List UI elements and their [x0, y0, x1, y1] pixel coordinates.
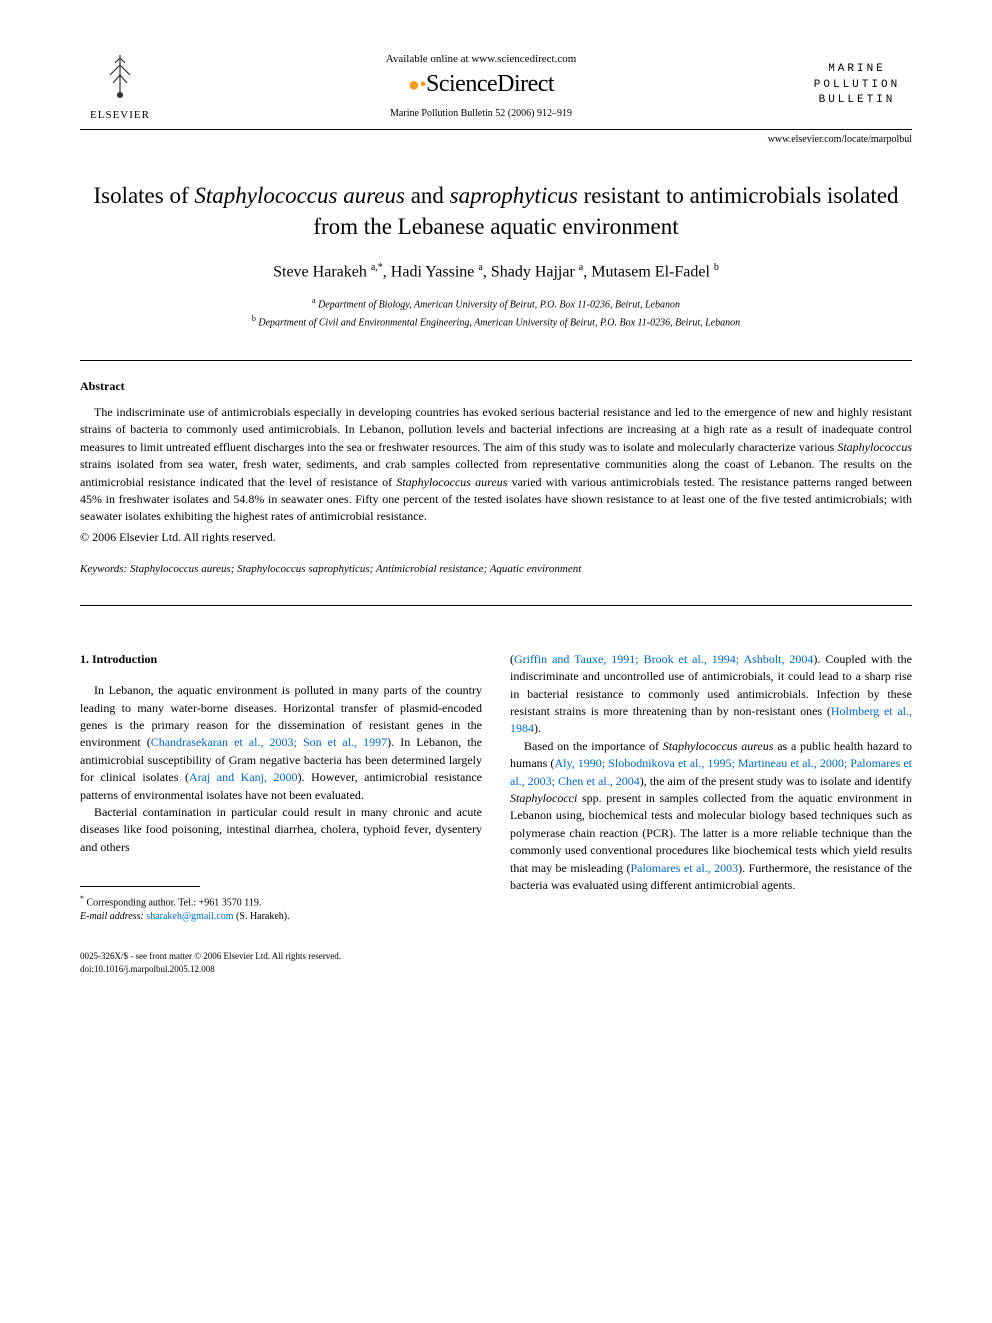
ref-palomares[interactable]: Palomares et al., 2003	[630, 861, 738, 875]
email-suffix: (S. Harakeh).	[234, 911, 290, 922]
affiliation-b: b Department of Civil and Environmental …	[80, 313, 912, 330]
author-1: Steve Harakeh	[273, 263, 371, 280]
intro-p1: In Lebanon, the aquatic environment is p…	[80, 682, 482, 804]
journal-logo-line3: BULLETIN	[802, 93, 912, 108]
email-address[interactable]: sharakeh@gmail.com	[146, 911, 233, 922]
center-header: Available online at www.sciencedirect.co…	[160, 53, 802, 119]
body-columns: 1. Introduction In Lebanon, the aquatic …	[80, 651, 912, 976]
keywords-line: Keywords: Staphylococcus aureus; Staphyl…	[80, 563, 912, 575]
title-mid1: and	[405, 183, 450, 208]
intro-header: 1. Introduction	[80, 651, 482, 668]
email-line: E-mail address: sharakeh@gmail.com (S. H…	[80, 910, 482, 924]
authors-line: Steve Harakeh a,*, Hadi Yassine a, Shady…	[80, 262, 912, 281]
bottom-meta: 0025-326X/$ - see front matter © 2006 El…	[80, 950, 482, 975]
ref-chandrasekaran[interactable]: Chandrasekaran et al., 2003; Son et al.,…	[151, 735, 387, 749]
affil-b-text: Department of Civil and Environmental En…	[256, 317, 740, 328]
c2p2-ital2: Staphylococci	[510, 791, 577, 805]
journal-url: www.elsevier.com/locate/marpolbul	[80, 134, 912, 145]
ref-araj[interactable]: Araj and Kanj, 2000	[189, 770, 298, 784]
title-species2: saprophyticus	[450, 183, 578, 208]
keyword-1: Staphylococcus aureus	[130, 563, 231, 575]
journal-header: ELSEVIER Available online at www.science…	[80, 50, 912, 121]
journal-logo-line1: MARINE	[802, 62, 912, 77]
affil-a-text: Department of Biology, American Universi…	[316, 300, 680, 311]
abstract-header: Abstract	[80, 379, 912, 394]
author-2: , Hadi Yassine	[383, 263, 479, 280]
journal-logo-line2: POLLUTION	[802, 78, 912, 93]
sd-dot-icon: ●•	[408, 73, 426, 95]
col2-p1: (Griffin and Tauxe, 1991; Brook et al., …	[510, 651, 912, 738]
footnote-rule	[80, 886, 200, 887]
affiliations: a Department of Biology, American Univer…	[80, 295, 912, 330]
abstract-p1a: The indiscriminate use of antimicrobials…	[80, 405, 912, 454]
post-keywords-rule	[80, 605, 912, 606]
abstract-body: The indiscriminate use of antimicrobials…	[80, 404, 912, 526]
elsevier-logo: ELSEVIER	[80, 50, 160, 121]
column-right: (Griffin and Tauxe, 1991; Brook et al., …	[510, 651, 912, 976]
copyright-line: © 2006 Elsevier Ltd. All rights reserved…	[80, 530, 912, 545]
keywords-label: Keywords:	[80, 563, 130, 575]
intro-p2: Bacterial contamination in particular co…	[80, 804, 482, 856]
abstract-ital1: Staphylococcus	[837, 440, 912, 454]
corresponding-author: * Corresponding author. Tel.: +961 3570 …	[80, 893, 482, 910]
email-label: E-mail address:	[80, 911, 146, 922]
author-1-sup: a,*	[371, 262, 383, 273]
c2p2c: ), the aim of the present study was to i…	[640, 774, 912, 788]
keyword-2: Staphylococcus saprophyticus	[237, 563, 369, 575]
sciencedirect-logo: ●•ScienceDirect	[160, 71, 802, 98]
header-rule	[80, 129, 912, 130]
affiliation-a: a Department of Biology, American Univer…	[80, 295, 912, 312]
elsevier-label: ELSEVIER	[80, 109, 160, 121]
article-title: Isolates of Staphylococcus aureus and sa…	[80, 180, 912, 242]
doi-line: doi:10.1016/j.marpolbul.2005.12.008	[80, 963, 482, 976]
kw-rest: ; Antimicrobial resistance; Aquatic envi…	[370, 563, 582, 575]
elsevier-tree-icon	[80, 50, 160, 107]
corr-text: Corresponding author. Tel.: +961 3570 11…	[84, 897, 261, 908]
c2p2a: Based on the importance of	[524, 739, 663, 753]
title-species1: Staphylococcus aureus	[194, 183, 405, 208]
pre-abstract-rule	[80, 360, 912, 361]
title-pre: Isolates of	[93, 183, 194, 208]
author-3: , Shady Hajjar	[483, 263, 579, 280]
col2-p2: Based on the importance of Staphylococcu…	[510, 738, 912, 895]
author-4: , Mutasem El-Fadel	[583, 263, 714, 280]
journal-reference: Marine Pollution Bulletin 52 (2006) 912–…	[160, 108, 802, 119]
c2p1c: ).	[534, 721, 541, 735]
ref-griffin[interactable]: Griffin and Tauxe, 1991; Brook et al., 1…	[514, 652, 813, 666]
available-online-text: Available online at www.sciencedirect.co…	[160, 53, 802, 65]
abstract-ital2: Staphylococcus aureus	[396, 475, 507, 489]
sciencedirect-text: ScienceDirect	[426, 71, 554, 97]
front-matter-line: 0025-326X/$ - see front matter © 2006 El…	[80, 950, 482, 963]
footnotes: * Corresponding author. Tel.: +961 3570 …	[80, 893, 482, 924]
journal-title-logo: MARINE POLLUTION BULLETIN	[802, 62, 912, 108]
c2p2-ital1: Staphylococcus aureus	[663, 739, 774, 753]
author-4-sup: b	[714, 262, 719, 273]
column-left: 1. Introduction In Lebanon, the aquatic …	[80, 651, 482, 976]
